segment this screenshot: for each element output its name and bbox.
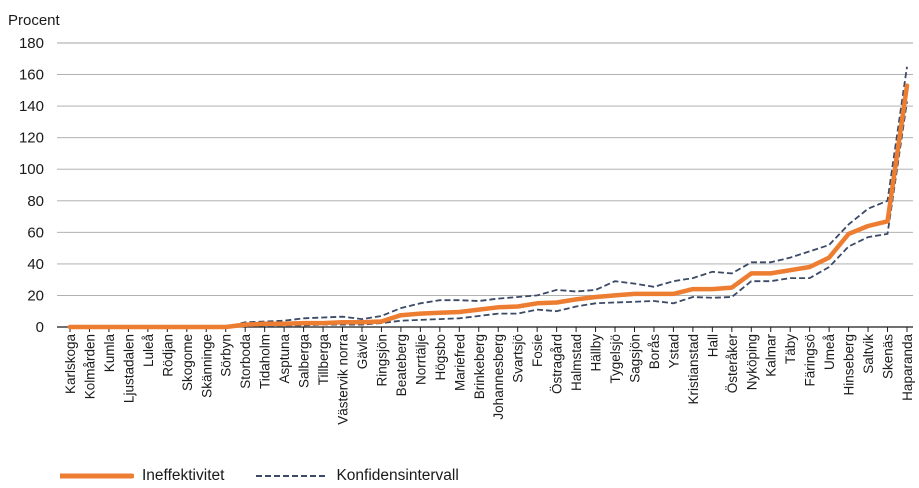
x-tick-label: Högsbo [433,334,448,381]
x-tick-label: Storboda [238,334,253,389]
gridlines [57,42,913,332]
y-tick-label: 180 [19,35,44,52]
legend-swatch-dashed [256,475,327,477]
series-lines [67,66,910,330]
x-tick-label: Tygelsjö [608,334,623,384]
x-tick-label: Saltvik [861,334,876,374]
x-tick-label: Sagsjön [627,334,642,383]
x-tick-label: Tidaholm [258,334,273,389]
x-tick-label: Skänninge [199,334,214,398]
x-tick-label: Österåker [725,334,740,394]
y-tick-label: 60 [27,224,44,241]
x-tick-label: Karlskoga [63,334,78,395]
x-tick-label: Hinseberg [842,334,857,396]
x-tick-label: Johannesberg [491,334,506,420]
series-line-ineffektivitet [67,83,910,330]
x-tick-label: Kristianstad [686,334,701,405]
x-tick-label: Tillberga [316,334,331,386]
x-tick-label: Asptuna [277,334,292,384]
x-tick-label: Färingsö [803,334,818,387]
x-tick-label: Mariefred [452,334,467,391]
x-tick-label: Norrtälje [413,334,428,385]
x-tick-label: Nyköping [744,334,759,390]
x-tick-label: Brinkeberg [472,334,487,399]
y-tick-label: 140 [19,98,44,115]
x-tick-label: Ringsjön [374,334,389,387]
x-tick-label: Ljustadalen [121,334,136,403]
x-tick-label: Skogome [180,334,195,391]
x-tick-label: Ystad [666,334,681,369]
x-tick-label: Luleå [141,334,156,368]
y-tick-label: 160 [19,67,44,84]
x-tick-label: Haparanda [900,334,915,401]
x-tick-label: Skenäs [881,334,896,379]
x-tick-label: Rödjan [160,334,175,377]
x-tick-label: Salberga [297,334,312,389]
x-tick-label: Hall [705,334,720,357]
x-tick-label: Svartsjö [511,334,526,383]
y-axis-label: Procent [8,12,61,29]
legend-item-ineffektivitet: Ineffektivitet [60,467,224,485]
legend-item-konfidensintervall: Konfidensintervall [254,467,459,485]
x-tick-label: Kalmar [764,334,779,377]
x-tick-labels: Karlskoga Kolmården Kumla Ljustadalen Luleå R… [63,334,915,425]
series-line-konfidensintervall-lower [70,101,908,328]
x-tick-label: Kolmården [82,334,97,399]
y-tick-labels: 0 20 40 60 80 100 120 140 160 180 [19,35,44,336]
x-tick-label: Täby [783,334,798,364]
legend-swatch-solid [60,473,134,479]
y-tick-label: 40 [27,256,44,273]
x-tick-label: Sörbyn [219,334,234,377]
y-tick-label: 120 [19,130,44,147]
y-tick-label: 20 [27,287,44,304]
y-tick-label: 0 [36,319,44,336]
x-tick-label: Borås [647,334,662,370]
x-tick-label: Hällby [589,334,604,372]
legend: Ineffektivitet Konfidensintervall [60,465,489,487]
x-tick-label: Halmstad [569,334,584,391]
x-tick-label: Gävle [355,334,370,369]
y-tick-label: 100 [19,161,44,178]
y-tick-label: 80 [27,193,44,210]
x-tick-label: Fosie [530,334,545,367]
x-tick-label: Umeå [822,334,837,371]
x-tick-label: Beateberg [394,334,409,396]
legend-label-ineffektivitet: Ineffektivitet [142,467,225,484]
x-tick-label: Östragård [550,334,565,394]
x-tick-label: Kumla [102,334,117,373]
legend-label-konfidensintervall: Konfidensintervall [336,467,459,484]
x-tick-label: Västervik norra [336,334,351,425]
